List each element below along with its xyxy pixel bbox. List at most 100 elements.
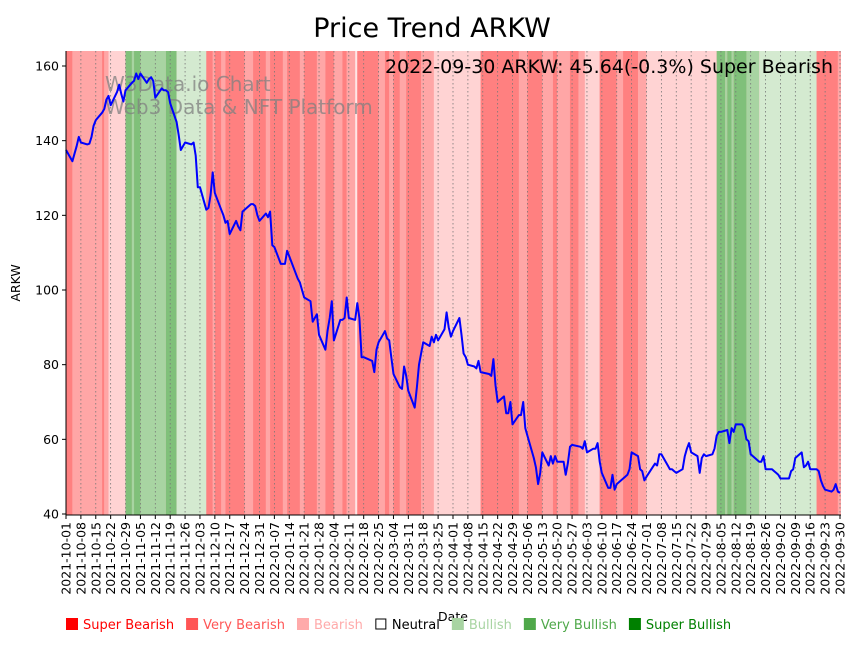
- sentiment-band-very_bearish: [552, 51, 558, 515]
- sentiment-band-bearish: [299, 51, 305, 515]
- x-tick-label: 2022-03-11: [401, 522, 416, 595]
- sentiment-band-bearish: [837, 51, 840, 515]
- sentiment-band-bearish: [72, 51, 103, 515]
- y-tick-label: 60: [43, 432, 59, 447]
- sentiment-band-neutral_light: [646, 51, 717, 515]
- y-tick-label: 160: [35, 59, 59, 74]
- sentiment-band-very_bearish: [406, 51, 422, 515]
- legend-entry: Bearish: [296, 618, 363, 633]
- y-ticks: 40 60 80 100 120 140 160: [35, 59, 66, 522]
- legend-label: Neutral: [392, 618, 440, 633]
- legend-marker: [523, 618, 536, 630]
- sentiment-band-neutral_light: [108, 51, 126, 515]
- x-tick-label: 2022-02-04: [326, 522, 341, 595]
- sentiment-band-very_bearish: [325, 51, 334, 515]
- x-tick-label: 2021-12-10: [207, 522, 222, 595]
- x-tick-label: 2022-05-13: [535, 522, 550, 595]
- legend-marker: [628, 618, 641, 630]
- x-tick-label: 2022-09-16: [803, 522, 818, 595]
- x-tick-label: 2022-04-22: [490, 522, 505, 595]
- sentiment-band-very_bearish: [816, 51, 832, 515]
- sentiment-band-very_bearish: [569, 51, 579, 515]
- x-tick-label: 2022-02-25: [371, 522, 386, 595]
- sentiment-band-bullish: [746, 51, 760, 515]
- sentiment-band-bullish: [131, 51, 135, 515]
- x-tick-label: 2022-04-29: [505, 522, 520, 595]
- sentiment-band-very_bearish: [831, 51, 838, 515]
- x-tick-label: 2022-05-06: [520, 522, 535, 595]
- grid-lines: [65, 51, 841, 515]
- legend-marker: [451, 618, 464, 630]
- legend-entry: Super Bullish: [628, 618, 731, 633]
- x-tick-label: 2022-01-14: [282, 522, 297, 595]
- sentiment-band-very_bullish: [134, 51, 141, 515]
- legend-entry: Super Bearish: [66, 618, 174, 633]
- sentiment-band-bearish: [333, 51, 343, 515]
- sentiment-band-light_bullish: [759, 51, 817, 515]
- sentiment-band-bearish: [378, 51, 385, 515]
- x-tick-label: 2022-09-09: [788, 522, 803, 595]
- sentiment-band-bearish: [578, 51, 585, 515]
- x-tick-label: 2022-02-18: [356, 522, 371, 595]
- x-tick-label: 2022-07-01: [639, 522, 654, 595]
- x-tick-label: 2022-07-22: [684, 522, 699, 595]
- x-tick-label: 2022-03-04: [386, 522, 401, 595]
- sentiment-band-neutral_light: [433, 51, 481, 515]
- sentiment-band-very_bearish: [102, 51, 105, 515]
- sentiment-band-bearish: [637, 51, 647, 515]
- x-tick-label: 2022-04-15: [475, 522, 490, 595]
- sentiment-band-very_bullish: [733, 51, 747, 515]
- legend-marker: [296, 618, 309, 630]
- sentiment-band-bearish: [244, 51, 254, 515]
- sentiment-band-bearish: [399, 51, 407, 515]
- sentiment-band-very_bullish: [727, 51, 732, 515]
- x-ticks: 2021-10-01 2021-10-08 2021-10-15 2021-10-22…: [59, 515, 848, 595]
- x-tick-label: 2021-10-29: [118, 522, 133, 595]
- watermark-line-2: Web3 Data & NFT Platform: [105, 95, 373, 119]
- x-tick-label: 2022-08-12: [728, 522, 743, 595]
- x-tick-label: 2022-05-20: [550, 522, 565, 595]
- info-text: 2022-09-30 ARKW: 45.64(-0.3%) Super Bear…: [385, 56, 833, 78]
- sentiment-band-bearish: [316, 51, 326, 515]
- sentiment-band-very_bearish: [357, 51, 379, 515]
- sentiment-band-bearish: [104, 51, 109, 515]
- x-tick-label: 2021-12-17: [222, 522, 237, 595]
- sentiment-band-very_bearish: [527, 51, 543, 515]
- sentiment-band-bearish: [557, 51, 570, 515]
- y-tick-label: 40: [43, 507, 59, 522]
- legend-marker: [186, 618, 199, 630]
- x-tick-label: 2022-01-07: [267, 522, 282, 595]
- legend-label: Very Bullish: [541, 618, 617, 633]
- legend-label: Bullish: [469, 618, 512, 633]
- sentiment-band-very_bearish: [287, 51, 300, 515]
- legend: Super Bearish Very Bearish Bearish Neutral B…: [66, 618, 731, 633]
- sentiment-band-very_bearish: [304, 51, 317, 515]
- x-tick-label: 2022-02-11: [341, 522, 356, 595]
- x-tick-label: 2021-12-31: [252, 522, 267, 595]
- sentiment-band-neutral_light: [584, 51, 600, 515]
- x-tick-label: 2021-10-08: [73, 522, 88, 595]
- legend-entry: Bullish: [451, 618, 512, 633]
- sentiment-band-very_bullish: [165, 51, 177, 515]
- sentiment-band-very_bearish: [225, 51, 245, 515]
- x-tick-label: 2021-11-12: [148, 522, 163, 595]
- legend-label: Super Bullish: [646, 618, 731, 633]
- sentiment-band-bearish: [212, 51, 215, 515]
- sentiment-band-very_bearish: [214, 51, 222, 515]
- sentiment-band-bearish: [346, 51, 356, 515]
- sentiment-band-very_bullish: [125, 51, 132, 515]
- sentiment-band-very_bearish: [599, 51, 617, 515]
- sentiment-band-very_bearish: [393, 51, 400, 515]
- legend-label: Super Bearish: [83, 618, 174, 633]
- x-tick-label: 2022-09-02: [773, 522, 788, 595]
- sentiment-band-very_bearish: [270, 51, 283, 515]
- x-tick-label: 2022-07-15: [669, 522, 684, 595]
- price-line: [65, 72, 841, 494]
- y-tick-label: 80: [43, 357, 59, 372]
- sentiment-band-very_bearish: [623, 51, 638, 515]
- x-tick-label: 2022-06-03: [579, 522, 594, 595]
- x-tick-label: 2022-06-24: [624, 522, 639, 595]
- legend-entry: Very Bullish: [523, 618, 617, 633]
- watermark: W3Data.io Chart Web3 Data & NFT Platform: [105, 72, 373, 119]
- legend-marker: [66, 618, 78, 630]
